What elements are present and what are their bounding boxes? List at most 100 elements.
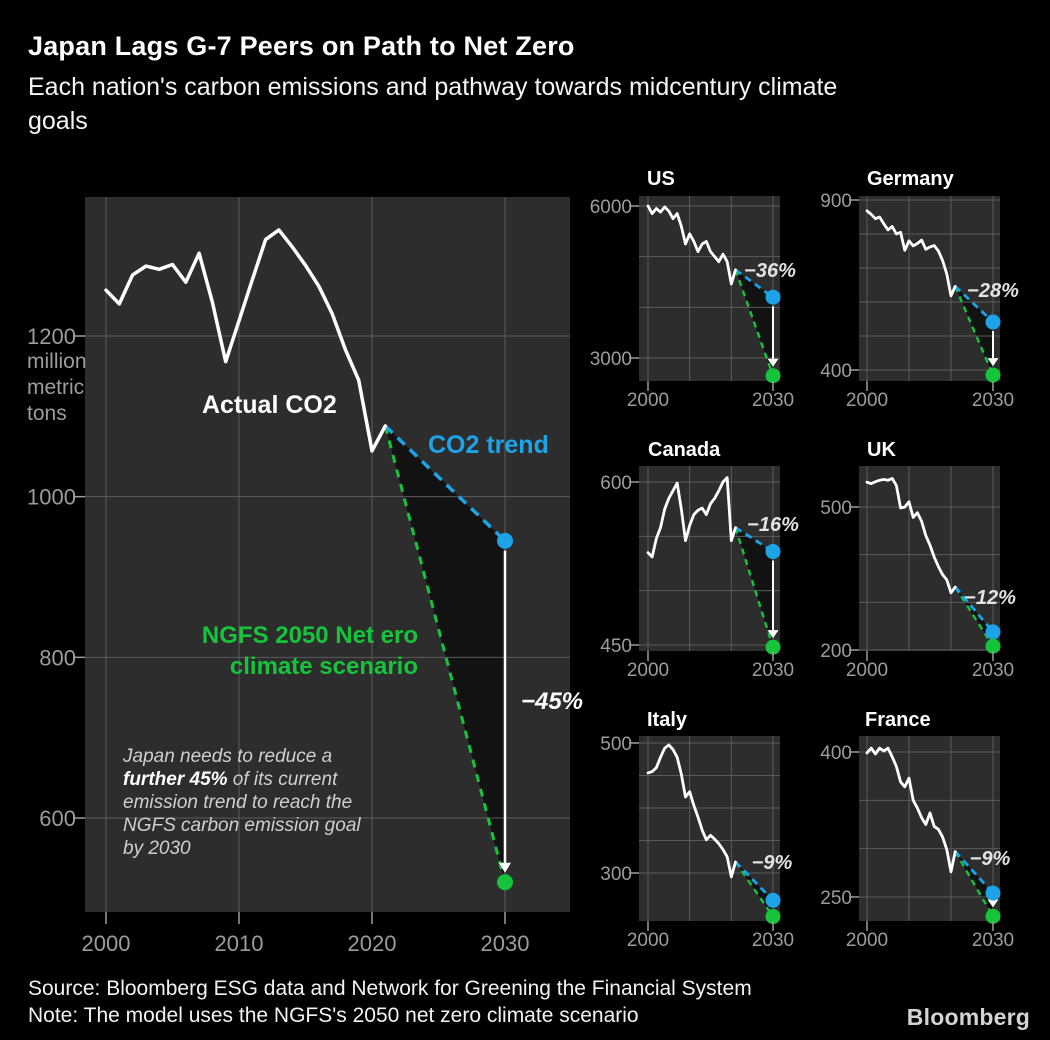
germany-ngfs-line [954, 285, 995, 376]
japan-actual-line [104, 228, 388, 453]
france-gap-wedge [955, 851, 993, 917]
italy-xtick-label: 2030 [752, 930, 794, 951]
mini-title-uk: UK [867, 439, 896, 461]
page-title: Japan Lags G-7 Peers on Path to Net Zero [28, 31, 575, 61]
page-subtitle-line1: Each nation's carbon emissions and pathw… [28, 73, 838, 101]
germany-xtick-label: 2030 [972, 390, 1014, 411]
japan-xtick-label: 2010 [215, 931, 264, 956]
uk-actual-line [865, 476, 957, 595]
uk-ytick-label: 200 [820, 641, 852, 662]
france-ytick-label: 250 [820, 888, 852, 909]
canada-ngfs-dot [765, 639, 781, 655]
japan-xtick-label: 2030 [481, 931, 530, 956]
mini-title-us: US [647, 168, 675, 190]
us-ytick-label: 6000 [590, 197, 632, 218]
canada-actual-line [646, 476, 737, 559]
italy-trend-line [734, 860, 775, 902]
france-trend-line [954, 850, 995, 895]
italy-ngfs-line [734, 861, 774, 918]
co2-trend-label: CO2 trend [428, 431, 549, 459]
japan-pct-label: −45% [521, 688, 583, 715]
reduction-note: Japan needs to reduce a further 45% of i… [123, 746, 361, 859]
mini-title-canada: Canada [648, 439, 721, 461]
us-xtick-label: 2000 [627, 390, 669, 411]
germany-trend-line [954, 285, 994, 324]
mini-title-italy: Italy [647, 709, 688, 731]
canada-ngfs-line [734, 527, 775, 648]
japan-ytick-label: 1200 [27, 324, 76, 349]
france-ngfs-line [954, 850, 995, 917]
canada-reduction-arrow-head [767, 630, 779, 639]
y-axis-unit-label: million metric tons [27, 350, 87, 425]
france-trend-dot [985, 885, 1001, 901]
italy-ngfs-dot [765, 909, 781, 925]
japan-ngfs-line [383, 425, 507, 883]
france-xtick-label: 2000 [846, 930, 888, 951]
actual-co2-label: Actual CO2 [202, 391, 337, 419]
canada-ytick-label: 600 [600, 473, 632, 494]
uk-xtick-label: 2000 [846, 660, 888, 681]
germany-ytick-label: 400 [820, 361, 852, 382]
japan-trend-dot [497, 532, 513, 549]
japan-ngfs-dot [497, 874, 513, 891]
japan-gap-wedge [385, 425, 505, 883]
note-text: Note: The model uses the NGFS's 2050 net… [28, 1004, 639, 1027]
germany-ytick-label: 900 [820, 191, 852, 212]
italy-trend-dot [765, 892, 781, 908]
italy-xtick-label: 2000 [627, 930, 669, 951]
us-pct-label: −36% [744, 260, 796, 282]
uk-pct-label: −12% [964, 587, 1016, 609]
canada-pct-label: −16% [747, 514, 799, 536]
us-trend-dot [765, 289, 781, 305]
germany-pct-label: −28% [967, 280, 1019, 302]
source-text: Source: Bloomberg ESG data and Network f… [28, 977, 752, 1000]
page-subtitle: Each nation's carbon emissions and pathw… [28, 70, 837, 138]
us-actual-line [646, 204, 737, 286]
france-ngfs-dot [985, 908, 1001, 924]
italy-ytick-label: 300 [600, 864, 632, 885]
uk-trend-dot [985, 624, 1001, 640]
japan-xtick-label: 2000 [82, 931, 131, 956]
japan-trend-line [384, 424, 507, 543]
japan-ytick-label: 1000 [27, 485, 76, 510]
ngfs-scenario-label: NGFS 2050 Net ero climate scenario [160, 620, 418, 682]
france-actual-line [865, 746, 957, 874]
germany-trend-dot [985, 314, 1001, 330]
germany-actual-line [865, 209, 957, 298]
us-reduction-arrow-head [767, 358, 779, 367]
uk-ytick-label: 500 [820, 498, 852, 519]
france-xtick-label: 2030 [972, 930, 1014, 951]
germany-xtick-label: 2000 [846, 390, 888, 411]
us-gap-wedge [735, 269, 773, 376]
ngfs-scenario-label-line1: NGFS 2050 Net ero [201, 622, 418, 649]
uk-xtick-label: 2030 [972, 660, 1014, 681]
uk-trend-line [954, 586, 995, 633]
germany-ngfs-dot [985, 367, 1001, 383]
france-reduction-arrow-head [987, 899, 999, 908]
canada-gap-wedge [735, 527, 773, 648]
mini-title-germany: Germany [867, 168, 954, 190]
france-ytick-label: 400 [820, 743, 852, 764]
page-subtitle-line2: goals [28, 107, 88, 135]
canada-xtick-label: 2030 [752, 660, 794, 681]
japan-xtick-label: 2020 [348, 931, 397, 956]
mini-title-france: France [865, 709, 931, 731]
us-ytick-label: 3000 [590, 349, 632, 370]
uk-ngfs-line [954, 586, 995, 647]
us-trend-line [734, 268, 774, 299]
canada-trend-dot [765, 544, 781, 560]
italy-pct-label: −9% [752, 852, 793, 874]
germany-plot-bg [859, 196, 1000, 381]
us-ngfs-dot [765, 368, 781, 384]
italy-ytick-label: 500 [600, 734, 632, 755]
canada-ytick-label: 450 [600, 636, 632, 657]
germany-reduction-arrow-head [987, 358, 999, 367]
ngfs-scenario-label-line2: climate scenario [229, 653, 418, 680]
bloomberg-logo: Bloomberg [906, 1004, 1030, 1030]
japan-ytick-label: 800 [39, 645, 76, 670]
italy-actual-line [646, 743, 737, 879]
france-pct-label: −9% [970, 848, 1011, 870]
japan-reduction-arrow-head [499, 862, 511, 873]
